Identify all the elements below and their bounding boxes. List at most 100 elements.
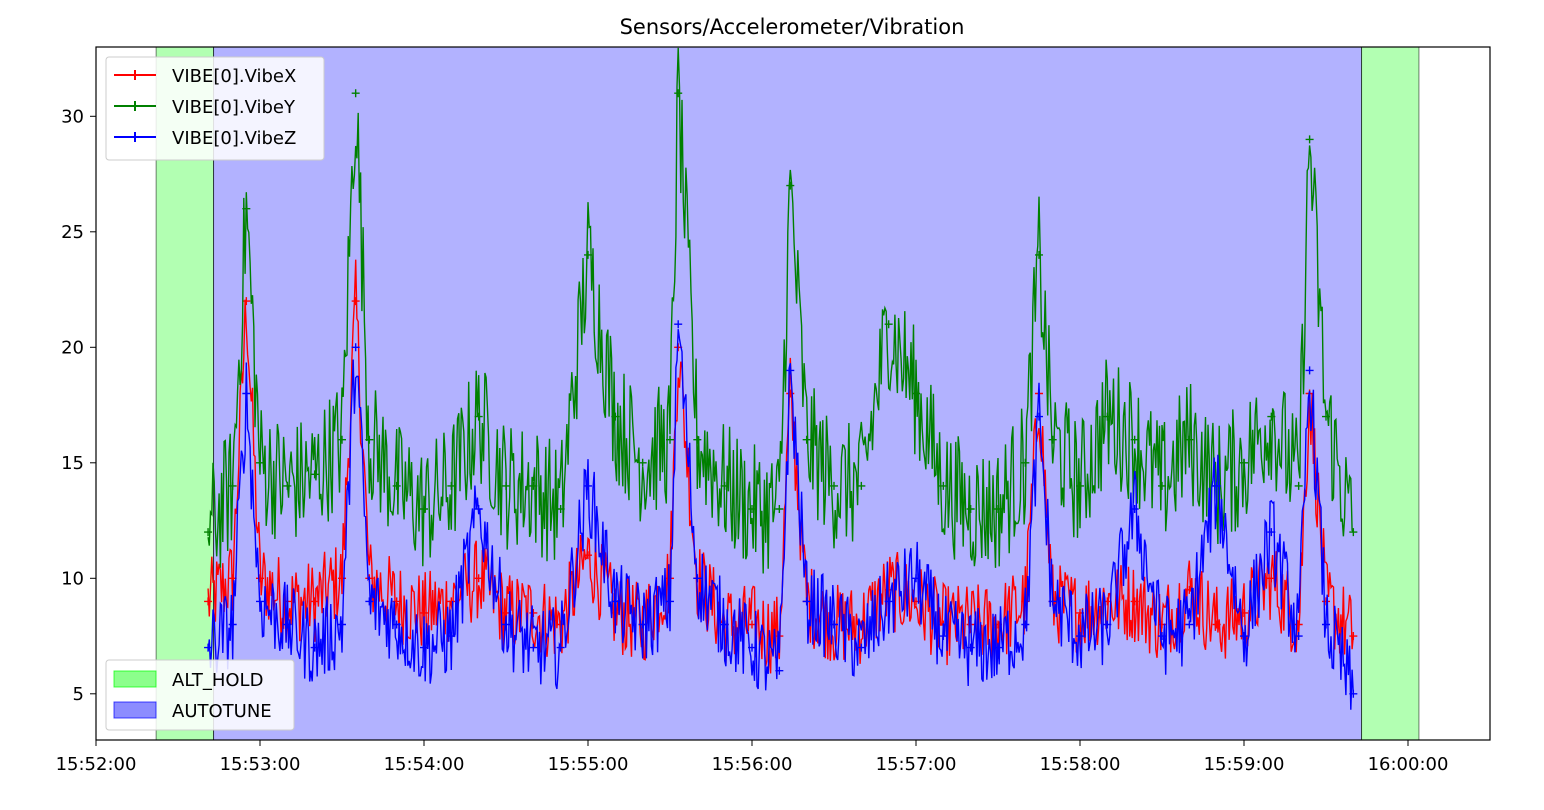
x-tick-label: 15:58:00	[1040, 754, 1121, 775]
data-point	[638, 620, 647, 629]
data-point	[748, 643, 756, 652]
data-point	[420, 643, 428, 652]
data-point	[1103, 620, 1112, 629]
data-point	[204, 597, 213, 606]
data-point	[256, 574, 264, 583]
data-point	[912, 389, 920, 398]
data-point	[802, 435, 811, 444]
legend-marker	[130, 101, 140, 111]
data-point	[584, 250, 592, 259]
data-point	[204, 528, 213, 537]
data-point	[1035, 250, 1043, 259]
data-point	[748, 620, 756, 629]
data-point	[420, 608, 428, 617]
series-line	[207, 329, 1354, 710]
data-point	[1349, 528, 1358, 537]
data-point	[556, 505, 565, 513]
data-point	[228, 481, 237, 490]
data-point	[1294, 632, 1303, 641]
x-tick-label: 15:57:00	[876, 754, 957, 775]
data-point	[529, 643, 538, 652]
data-point	[786, 366, 795, 375]
x-tick-label: 15:56:00	[712, 754, 793, 775]
data-point	[748, 505, 756, 513]
data-point	[912, 574, 920, 583]
data-point	[1267, 528, 1276, 537]
region-alt_hold	[1361, 46, 1420, 741]
data-point	[1322, 412, 1330, 421]
data-point	[1212, 620, 1221, 629]
y-tick-label: 5	[73, 684, 84, 705]
data-point	[1076, 481, 1084, 490]
x-tick-label: 15:54:00	[384, 754, 465, 775]
x-axis: 15:52:00 15:53:00 15:54:00 15:55:00 15:56:00…	[56, 740, 1448, 775]
data-point	[775, 505, 784, 513]
x-tick-label: 15:53:00	[220, 754, 301, 775]
data-point	[1240, 632, 1248, 641]
data-point	[720, 481, 729, 490]
legend-marker	[130, 132, 140, 142]
data-point	[830, 481, 838, 490]
data-point	[966, 643, 975, 652]
data-point	[611, 597, 620, 606]
x-tick-label: 15:55:00	[548, 754, 629, 775]
data-point	[351, 343, 360, 352]
data-point	[1130, 505, 1139, 513]
data-point	[365, 435, 374, 444]
legend-label: AUTOTUNE	[172, 701, 272, 722]
data-point	[310, 597, 319, 606]
series-line	[207, 47, 1354, 574]
y-tick-label: 20	[61, 337, 84, 358]
data-point	[204, 643, 213, 652]
data-point	[786, 389, 795, 398]
data-point	[1267, 574, 1276, 583]
data-point	[884, 320, 893, 329]
data-point	[447, 597, 456, 606]
data-point	[283, 620, 292, 629]
data-point	[351, 297, 360, 306]
data-point	[310, 470, 319, 479]
data-point	[365, 597, 374, 606]
data-point	[502, 481, 510, 490]
data-point	[720, 620, 729, 629]
data-point	[242, 389, 251, 398]
data-point	[994, 643, 1002, 652]
data-point	[228, 620, 237, 629]
data-point	[638, 458, 647, 467]
data-point	[1130, 597, 1139, 606]
data-point	[502, 620, 510, 629]
data-point	[966, 505, 975, 513]
data-point	[1158, 632, 1166, 641]
data-point	[884, 597, 893, 606]
data-point	[802, 597, 811, 606]
data-point	[857, 643, 866, 652]
data-point	[830, 620, 838, 629]
data-point	[310, 643, 319, 652]
data-point	[1349, 632, 1358, 641]
data-point	[1103, 412, 1112, 421]
data-point	[1021, 620, 1030, 629]
data-point	[256, 458, 264, 467]
data-point	[1035, 412, 1043, 421]
data-point	[1185, 435, 1194, 444]
legend-label: VIBE[0].VibeZ	[172, 128, 296, 149]
legend-box	[105, 659, 295, 731]
data-point	[283, 481, 292, 490]
chart-title: Sensors/Accelerometer/Vibration	[620, 15, 965, 39]
data-point	[674, 320, 683, 329]
data-point	[939, 632, 948, 641]
y-tick-label: 30	[61, 106, 84, 127]
data-point	[1322, 620, 1330, 629]
data-point	[556, 643, 565, 652]
data-point	[447, 481, 456, 490]
data-point	[420, 505, 428, 513]
data-point	[256, 597, 264, 606]
data-point	[338, 574, 346, 583]
legend-box	[105, 56, 325, 161]
region-alt_hold	[155, 46, 215, 741]
data-point	[693, 435, 702, 444]
legend-swatch	[113, 670, 157, 688]
y-tick-label: 10	[61, 568, 84, 589]
data-point	[775, 666, 784, 675]
data-point	[1158, 481, 1166, 490]
